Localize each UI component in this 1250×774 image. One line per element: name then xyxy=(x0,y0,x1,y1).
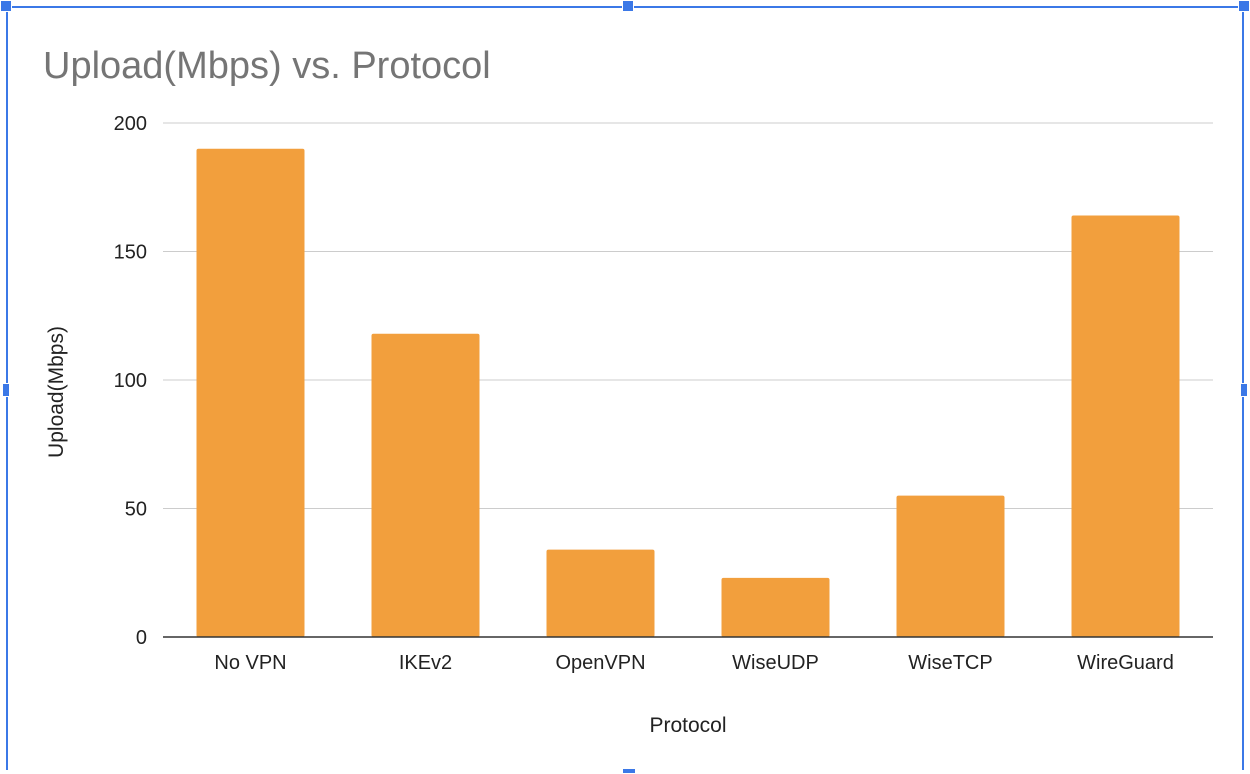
y-tick-label: 0 xyxy=(136,627,147,649)
x-axis-title: Protocol xyxy=(649,714,726,737)
right-center-resize-handle[interactable] xyxy=(1240,383,1248,397)
y-axis-ticks: 0 50 100 150 200 xyxy=(114,113,147,649)
x-tick-label: OpenVPN xyxy=(555,652,645,674)
bar-ikev2[interactable] xyxy=(371,333,480,637)
x-axis-ticks: No VPN IKEv2 OpenVPN WiseUDP WiseTCP WireGuar… xyxy=(214,652,1173,674)
bar-openvpn[interactable] xyxy=(546,549,655,637)
y-axis-title: Upload(Mbps) xyxy=(45,326,68,458)
left-center-resize-handle[interactable] xyxy=(2,383,10,397)
x-tick-label: WiseUDP xyxy=(732,652,819,674)
y-tick-label: 100 xyxy=(114,370,147,392)
x-tick-label: No VPN xyxy=(214,652,286,674)
x-tick-label: WireGuard xyxy=(1077,652,1174,674)
bar-wiseudp[interactable] xyxy=(721,577,830,637)
gridlines xyxy=(163,122,1213,509)
x-tick-label: IKEv2 xyxy=(399,652,452,674)
y-tick-label: 200 xyxy=(114,113,147,135)
y-tick-label: 150 xyxy=(114,242,147,264)
bar-wisetcp[interactable] xyxy=(896,495,1005,637)
bar-wireguard[interactable] xyxy=(1071,215,1180,637)
top-center-resize-handle[interactable] xyxy=(622,0,634,12)
chart-title: Upload(Mbps) vs. Protocol xyxy=(43,45,491,87)
bar-no-vpn[interactable] xyxy=(196,148,305,637)
x-tick-label: WiseTCP xyxy=(908,652,992,674)
bars xyxy=(196,148,1180,637)
y-tick-label: 50 xyxy=(125,499,147,521)
top-left-resize-handle[interactable] xyxy=(0,0,12,12)
